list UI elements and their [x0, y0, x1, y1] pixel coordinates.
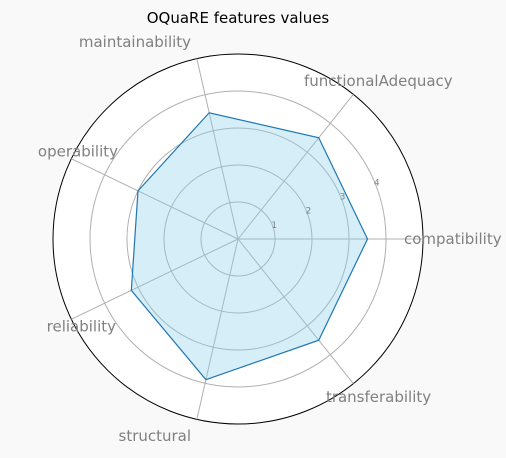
- tick-label-1: 1: [271, 221, 277, 231]
- category-label-compatibility: compatibility: [404, 230, 502, 248]
- category-labels: compatibility functionalAdequacy maintaina…: [38, 33, 502, 445]
- category-label-reliability: reliability: [47, 318, 116, 336]
- radial-tick-labels: 1 2 3 4: [271, 178, 380, 230]
- spoke-reliability: [71, 238, 239, 320]
- series-area: [130, 112, 369, 381]
- spoke-structural: [196, 238, 239, 420]
- tick-label-3: 3: [340, 193, 346, 203]
- spoke-maintainability: [196, 58, 239, 240]
- spoke-transferability: [237, 238, 354, 384]
- spoke-operability: [71, 158, 239, 240]
- spoke-functionalAdequacy: [237, 94, 354, 240]
- category-label-maintainability: maintainability: [79, 33, 191, 51]
- category-label-structural: structural: [119, 427, 192, 445]
- chart-title: OQuaRE features values: [147, 9, 330, 27]
- data-series: [130, 112, 369, 381]
- category-label-operability: operability: [38, 142, 118, 160]
- tick-label-4: 4: [374, 178, 380, 188]
- category-label-transferability: transferability: [326, 388, 431, 406]
- tick-label-2: 2: [305, 207, 311, 217]
- grid: [71, 58, 423, 420]
- category-label-functionalAdequacy: functionalAdequacy: [304, 72, 453, 90]
